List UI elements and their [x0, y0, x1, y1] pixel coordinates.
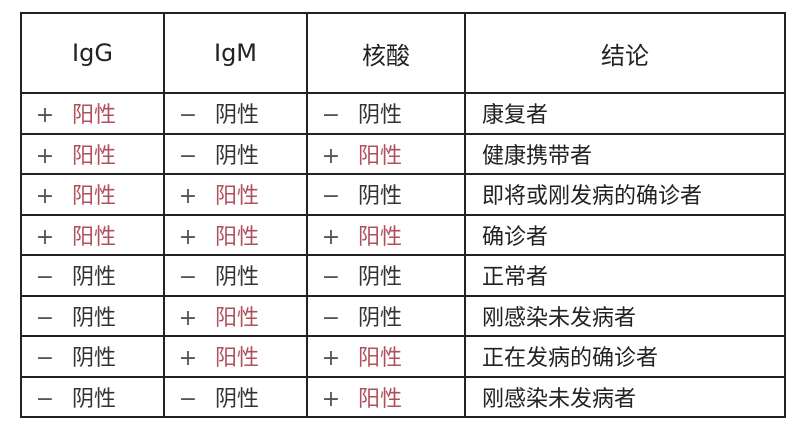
plus-sign: +	[321, 346, 341, 372]
cell-igg: − 阴性	[20, 254, 165, 297]
cell-igg: + 阳性	[20, 132, 165, 175]
result-text: 阳性	[72, 103, 117, 129]
cell-igm: + 阳性	[163, 294, 308, 337]
plus-sign: +	[321, 224, 341, 250]
cell-na: − 阴性	[306, 294, 466, 337]
cell-igg: − 阴性	[20, 375, 165, 418]
plus-sign: +	[321, 143, 341, 169]
cell-conclusion: 确诊者	[464, 213, 786, 256]
result-text: 阳性	[358, 143, 403, 169]
cell-na: − 阴性	[306, 173, 466, 216]
table-row: − 阴性 + 阳性 − 阴性 刚感染未发病者	[20, 294, 786, 337]
plus-sign: +	[35, 103, 55, 129]
table-row: + 阳性 + 阳性 + 阳性 确诊者	[20, 213, 786, 256]
cell-conclusion: 刚感染未发病者	[464, 294, 786, 337]
minus-sign: −	[321, 184, 341, 210]
cell-igm: − 阴性	[163, 375, 308, 418]
cell-na: + 阳性	[306, 132, 466, 175]
header-igm: IgM	[163, 12, 308, 94]
cell-na: + 阳性	[306, 335, 466, 378]
minus-sign: −	[35, 386, 55, 412]
cell-conclusion: 正在发病的确诊者	[464, 335, 786, 378]
header-row: IgG IgM 核酸 结论	[20, 12, 786, 94]
minus-sign: −	[35, 305, 55, 331]
antibody-result-table: IgG IgM 核酸 结论 + 阳性 − 阴性 − 阴性 康复者 + 阳性 − 阴性 + 阳性 健康携带者…	[20, 12, 786, 418]
minus-sign: −	[178, 265, 198, 291]
header-nucleic-acid: 核酸	[306, 12, 466, 94]
plus-sign: +	[321, 386, 341, 412]
plus-sign: +	[178, 184, 198, 210]
result-text: 阴性	[215, 386, 260, 412]
cell-conclusion: 刚感染未发病者	[464, 375, 786, 418]
cell-igm: + 阳性	[163, 213, 308, 256]
minus-sign: −	[321, 265, 341, 291]
cell-conclusion: 正常者	[464, 254, 786, 297]
cell-igm: − 阴性	[163, 132, 308, 175]
plus-sign: +	[35, 184, 55, 210]
result-text: 阴性	[72, 305, 117, 331]
minus-sign: −	[321, 103, 341, 129]
cell-igm: − 阴性	[163, 254, 308, 297]
plus-sign: +	[35, 143, 55, 169]
minus-sign: −	[178, 386, 198, 412]
result-text: 阴性	[358, 305, 403, 331]
plus-sign: +	[178, 305, 198, 331]
cell-conclusion: 健康携带者	[464, 132, 786, 175]
header-igg: IgG	[20, 12, 165, 94]
result-text: 阴性	[358, 103, 403, 129]
cell-igg: − 阴性	[20, 335, 165, 378]
result-text: 阳性	[215, 305, 260, 331]
minus-sign: −	[178, 143, 198, 169]
cell-na: + 阳性	[306, 213, 466, 256]
result-text: 阳性	[72, 224, 117, 250]
cell-na: − 阴性	[306, 92, 466, 135]
table-row: − 阴性 + 阳性 + 阳性 正在发病的确诊者	[20, 335, 786, 378]
result-text: 阳性	[215, 224, 260, 250]
result-text: 阳性	[358, 346, 403, 372]
table-row: + 阳性 + 阳性 − 阴性 即将或刚发病的确诊者	[20, 173, 786, 216]
cell-igg: + 阳性	[20, 173, 165, 216]
result-text: 阳性	[215, 184, 260, 210]
cell-igg: − 阴性	[20, 294, 165, 337]
plus-sign: +	[178, 224, 198, 250]
result-text: 阳性	[358, 386, 403, 412]
result-text: 阴性	[72, 346, 117, 372]
result-text: 阴性	[358, 184, 403, 210]
result-text: 阴性	[215, 265, 260, 291]
minus-sign: −	[321, 305, 341, 331]
result-text: 阳性	[72, 143, 117, 169]
cell-igm: + 阳性	[163, 335, 308, 378]
cell-igg: + 阳性	[20, 92, 165, 135]
minus-sign: −	[178, 103, 198, 129]
result-text: 阴性	[215, 103, 260, 129]
cell-igm: + 阳性	[163, 173, 308, 216]
result-text: 阴性	[72, 386, 117, 412]
result-text: 阳性	[358, 224, 403, 250]
cell-conclusion: 即将或刚发病的确诊者	[464, 173, 786, 216]
plus-sign: +	[35, 224, 55, 250]
cell-na: + 阳性	[306, 375, 466, 418]
result-text: 阳性	[215, 346, 260, 372]
table-row: − 阴性 − 阴性 + 阳性 刚感染未发病者	[20, 375, 786, 418]
result-text: 阴性	[215, 143, 260, 169]
result-text: 阴性	[358, 265, 403, 291]
cell-na: − 阴性	[306, 254, 466, 297]
minus-sign: −	[35, 265, 55, 291]
table-row: + 阳性 − 阴性 − 阴性 康复者	[20, 92, 786, 135]
table-row: + 阳性 − 阴性 + 阳性 健康携带者	[20, 132, 786, 175]
minus-sign: −	[35, 346, 55, 372]
result-text: 阳性	[72, 184, 117, 210]
result-text: 阴性	[72, 265, 117, 291]
plus-sign: +	[178, 346, 198, 372]
cell-conclusion: 康复者	[464, 92, 786, 135]
cell-igm: − 阴性	[163, 92, 308, 135]
header-conclusion: 结论	[464, 12, 786, 94]
table-row: − 阴性 − 阴性 − 阴性 正常者	[20, 254, 786, 297]
cell-igg: + 阳性	[20, 213, 165, 256]
